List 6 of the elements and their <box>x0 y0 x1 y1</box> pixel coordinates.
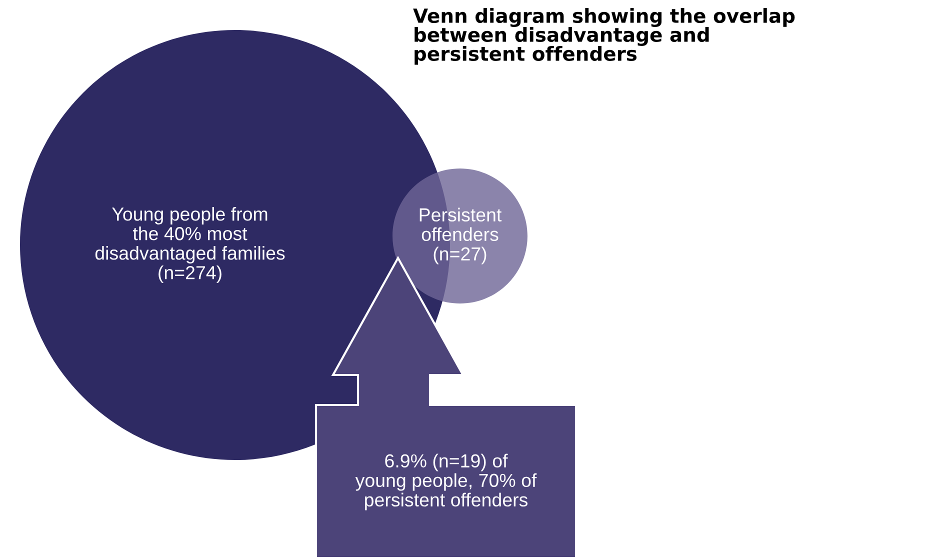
text: 6.9% (n=19) of young people, 70% of persistent offenders <box>355 454 537 510</box>
data-label: (n=274) <box>158 266 222 284</box>
data-label: (n=27) <box>434 246 486 264</box>
category-label: Young people from the 40% most disadvantaged families <box>95 206 285 264</box>
text: Venn diagram showing the overlap between disadvantage and persistent offenders <box>413 8 795 65</box>
category-label: Persistent offenders <box>420 208 502 242</box>
